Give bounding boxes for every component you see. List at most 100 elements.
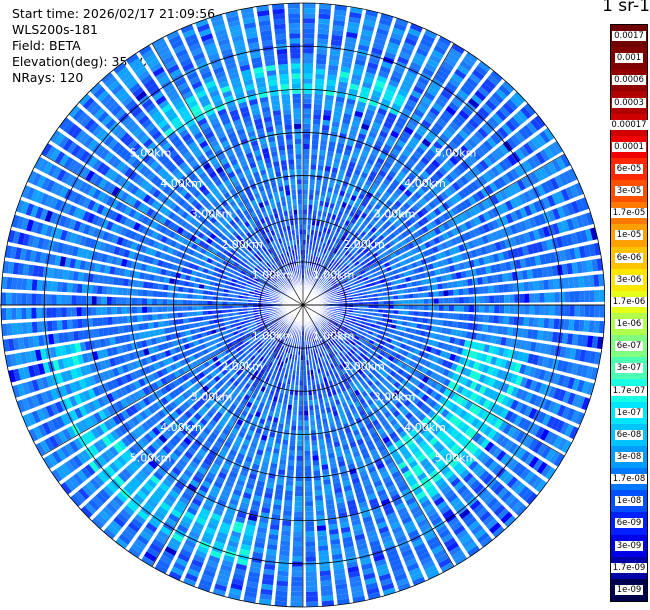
range-gate-cell: [322, 114, 331, 121]
range-gate-cell: [303, 18, 315, 24]
range-gate-cell: [525, 340, 532, 351]
range-gate-cell: [551, 417, 561, 431]
range-gate-cell: [315, 179, 322, 186]
range-gate-cell: [456, 163, 466, 174]
range-gate-cell: [293, 536, 303, 542]
range-gate-cell: [272, 504, 282, 511]
range-gate-cell: [490, 165, 500, 177]
range-gate-cell: [486, 232, 494, 243]
range-gate-cell: [571, 216, 580, 230]
range-gate-cell: [437, 341, 444, 349]
range-gate-cell: [534, 169, 544, 182]
range-gate-cell: [405, 98, 417, 108]
range-gate-cell: [491, 431, 502, 442]
range-gate-cell: [456, 395, 465, 405]
range-gate-cell: [446, 327, 453, 335]
range-gate-cell: [433, 311, 439, 318]
range-gate-cell: [468, 429, 479, 440]
range-gate-cell: [335, 317, 341, 321]
range-gate-cell: [443, 378, 451, 387]
range-gate-cell: [340, 288, 346, 293]
range-gate-cell: [363, 355, 370, 362]
range-gate-cell: [325, 84, 336, 91]
range-gate-cell: [445, 411, 454, 421]
range-gate-cell: [352, 337, 358, 343]
range-gate-cell: [478, 295, 485, 304]
range-gate-cell: [499, 239, 507, 250]
range-gate-cell: [436, 69, 449, 80]
range-gate-cell: [330, 229, 335, 236]
range-gate-cell: [338, 239, 344, 246]
range-gate-cell: [339, 275, 345, 280]
range-gate-cell: [306, 229, 311, 235]
range-gate-cell: [386, 111, 397, 121]
range-gate-cell: [291, 576, 303, 582]
range-gate-cell: [539, 130, 551, 144]
range-gate-cell: [477, 213, 487, 224]
range-gate-cell: [289, 440, 296, 446]
range-gate-cell: [341, 248, 347, 254]
range-gate-cell: [348, 325, 354, 330]
range-gate-cell: [357, 159, 365, 167]
range-gate-cell: [320, 247, 325, 254]
range-gate-cell: [566, 217, 575, 231]
range-gate-cell: [581, 260, 588, 273]
range-gate-cell: [411, 56, 424, 67]
range-gate-cell: [483, 386, 492, 397]
range-gate-cell: [522, 419, 532, 431]
range-gate-cell: [508, 282, 514, 292]
range-gate-cell: [309, 184, 315, 190]
range-gate-cell: [519, 363, 527, 375]
range-gate-cell: [481, 103, 494, 115]
range-gate-cell: [491, 206, 500, 217]
range-gate-cell: [433, 290, 439, 297]
range-gate-cell: [373, 161, 383, 170]
range-gate-cell: [523, 102, 536, 116]
range-gate-cell: [315, 68, 326, 75]
range-gate-cell: [483, 285, 489, 294]
range-gate-cell: [348, 343, 354, 349]
range-gate-cell: [405, 70, 418, 80]
range-gate-cell: [568, 247, 576, 260]
range-gate-cell: [451, 43, 465, 55]
range-gate-cell: [494, 191, 504, 203]
range-gate-cell: [586, 335, 594, 348]
range-gate-cell: [524, 453, 536, 466]
range-gate-cell: [346, 277, 353, 282]
range-gate-cell: [344, 237, 350, 244]
range-gate-cell: [459, 338, 466, 347]
range-gate-cell: [569, 184, 580, 198]
range-gate-cell: [304, 435, 311, 441]
range-gate-cell: [477, 323, 484, 332]
range-gate-cell: [303, 88, 313, 94]
range-gate-cell: [477, 276, 483, 285]
range-gate-cell: [447, 281, 453, 289]
range-gate-cell: [342, 270, 348, 275]
range-gate-cell: [368, 301, 374, 305]
range-gate-cell: [438, 290, 444, 297]
range-gate-cell: [384, 242, 391, 250]
range-gate-cell: [472, 432, 483, 443]
range-gate-cell: [560, 154, 571, 168]
range-gate-cell: [464, 51, 478, 63]
range-gate-cell: [321, 119, 331, 126]
ppi-plot: 1.00km1.00km1.00km1.00km2.00km2.00km2.00…: [0, 2, 605, 608]
range-gate-cell: [308, 189, 314, 195]
range-gate-cell: [325, 255, 331, 262]
range-gate-cell: [353, 324, 360, 329]
range-gate-cell: [358, 307, 364, 311]
range-gate-cell: [321, 284, 327, 289]
range-gate-cell: [437, 35, 452, 47]
range-gate-cell: [555, 190, 566, 204]
range-gate-cell: [398, 294, 404, 299]
range-gate-cell: [523, 218, 532, 230]
range-gate-cell: [333, 106, 343, 113]
range-gate-cell: [467, 322, 474, 330]
range-gate-cell: [364, 279, 370, 285]
range-gate-cell: [495, 335, 502, 345]
range-gate-cell: [339, 127, 349, 135]
range-gate-cell: [277, 565, 290, 572]
range-gate-cell: [413, 267, 420, 274]
range-gate-cell: [328, 251, 333, 257]
range-gate-cell: [374, 358, 381, 365]
